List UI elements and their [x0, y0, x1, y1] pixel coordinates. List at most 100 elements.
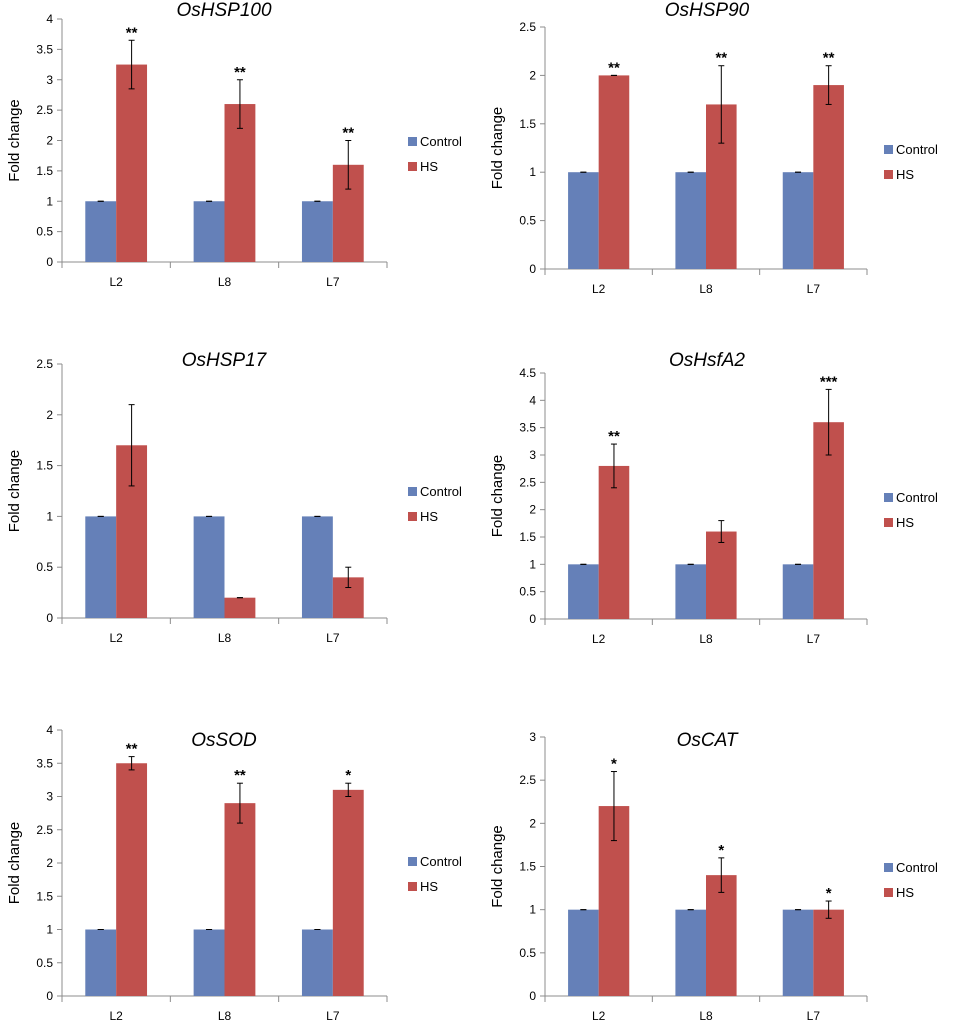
bar-control-L2: [85, 516, 117, 618]
chart-title: OsCAT: [677, 730, 739, 751]
bar-control-L8: [193, 201, 225, 262]
bar-hs-L2: [598, 75, 630, 270]
bar-control-L7: [782, 564, 814, 619]
significance-marker: **: [234, 767, 246, 784]
y-tick-label: 3.5: [519, 421, 536, 435]
y-axis-label: Fold change: [6, 822, 23, 905]
y-tick-label: 2.5: [36, 103, 53, 117]
y-tick-label: 1: [529, 903, 536, 917]
y-tick-label: 4.5: [519, 366, 536, 380]
y-tick-label: 4: [529, 393, 536, 407]
y-tick-label: 3: [46, 790, 53, 804]
y-tick-label: 0: [46, 611, 53, 625]
chart-panel-OsHsfA2: OsHsfA2 Fold change 0 0.5 1 1.5 2 2.5 3 3.5 4 4.5 L2…: [489, 350, 938, 646]
x-tick-label: L2: [592, 632, 606, 646]
y-tick-label: 2.5: [36, 357, 53, 371]
bar-control-L8: [193, 516, 225, 618]
y-tick-label: 3: [529, 730, 536, 744]
y-tick-label: 1: [529, 165, 536, 179]
legend-label-control: Control: [896, 490, 938, 505]
chart-title: OsHSP90: [665, 0, 750, 21]
bar-control-L7: [301, 929, 333, 996]
legend-label-hs: HS: [896, 167, 914, 182]
legend-swatch-control: [884, 863, 893, 872]
bar-hs-L2: [116, 763, 148, 996]
y-tick-label: 1: [46, 509, 53, 523]
bar-control-L8: [675, 909, 706, 996]
legend-label-control: Control: [420, 134, 462, 149]
significance-marker: ***: [820, 373, 838, 390]
x-tick-label: L8: [218, 1009, 232, 1023]
significance-marker: *: [718, 842, 724, 859]
x-tick-label: L8: [699, 282, 713, 296]
bar-control-L2: [568, 564, 599, 619]
bar-control-L7: [782, 909, 814, 996]
significance-marker: *: [345, 767, 351, 784]
y-tick-label: 0: [46, 255, 53, 269]
bar-control-L8: [193, 929, 225, 996]
y-tick-label: 3.5: [36, 756, 53, 770]
significance-marker: **: [715, 50, 727, 67]
y-axis-label: Fold change: [6, 450, 23, 533]
x-tick-label: L7: [807, 282, 821, 296]
y-tick-label: 1.5: [519, 530, 536, 544]
legend-label-hs: HS: [896, 515, 914, 530]
chart-panel-OsHSP17: OsHSP17 Fold change 0 0.5 1 1.5 2 2.5 L2 L8 L7 Cont…: [6, 350, 462, 645]
y-tick-label: 2: [529, 503, 536, 517]
y-tick-label: 2: [529, 816, 536, 830]
x-tick-label: L2: [109, 631, 123, 645]
bar-hs-L8: [224, 597, 256, 618]
bar-hs-L8: [706, 531, 737, 619]
y-axis-label: Fold change: [489, 825, 506, 908]
y-tick-label: 3: [529, 448, 536, 462]
x-tick-label: L7: [326, 1009, 340, 1023]
legend-swatch-control: [884, 493, 893, 502]
y-axis-label: Fold change: [6, 99, 23, 182]
bar-hs-L8: [224, 104, 256, 262]
y-tick-label: 1.5: [36, 164, 53, 178]
legend-swatch-hs: [408, 512, 417, 521]
y-tick-label: 1.5: [519, 117, 536, 131]
y-tick-label: 2: [46, 134, 53, 148]
bar-control-L7: [782, 172, 814, 269]
y-tick-label: 0.5: [36, 225, 53, 239]
significance-marker: **: [608, 59, 620, 76]
x-tick-label: L8: [218, 275, 232, 289]
y-tick-label: 3: [46, 73, 53, 87]
y-tick-label: 0.5: [519, 214, 536, 228]
bar-control-L8: [675, 172, 706, 269]
bar-control-L8: [675, 564, 706, 619]
significance-marker: **: [234, 64, 246, 81]
y-tick-label: 3.5: [36, 42, 53, 56]
legend-label-control: Control: [420, 854, 462, 869]
bar-control-L7: [301, 516, 333, 618]
bar-hs-L7: [813, 909, 844, 996]
bar-control-L2: [568, 172, 599, 269]
legend-swatch-hs: [884, 888, 893, 897]
legend-swatch-hs: [408, 882, 417, 891]
x-tick-label: L8: [699, 1009, 713, 1023]
y-tick-label: 4: [46, 723, 53, 737]
y-tick-label: 2.5: [519, 773, 536, 787]
legend-label-control: Control: [896, 860, 938, 875]
y-tick-label: 0.5: [36, 560, 53, 574]
x-tick-label: L8: [218, 631, 232, 645]
chart-title: OsHsfA2: [669, 350, 745, 371]
y-tick-label: 2: [46, 408, 53, 422]
bar-hs-L8: [706, 875, 737, 996]
significance-marker: *: [611, 756, 617, 773]
legend-label-control: Control: [896, 142, 938, 157]
y-tick-label: 0: [46, 989, 53, 1003]
significance-marker: **: [126, 24, 138, 41]
y-tick-label: 0.5: [36, 956, 53, 970]
y-tick-label: 0: [529, 262, 536, 276]
y-tick-label: 1.5: [519, 860, 536, 874]
y-tick-label: 2.5: [519, 20, 536, 34]
legend-label-hs: HS: [420, 879, 438, 894]
x-tick-label: L8: [699, 632, 713, 646]
y-axis-label: Fold change: [489, 107, 506, 190]
y-tick-label: 0: [529, 612, 536, 626]
y-tick-label: 1: [46, 923, 53, 937]
significance-marker: **: [823, 50, 835, 67]
significance-marker: *: [826, 885, 832, 902]
